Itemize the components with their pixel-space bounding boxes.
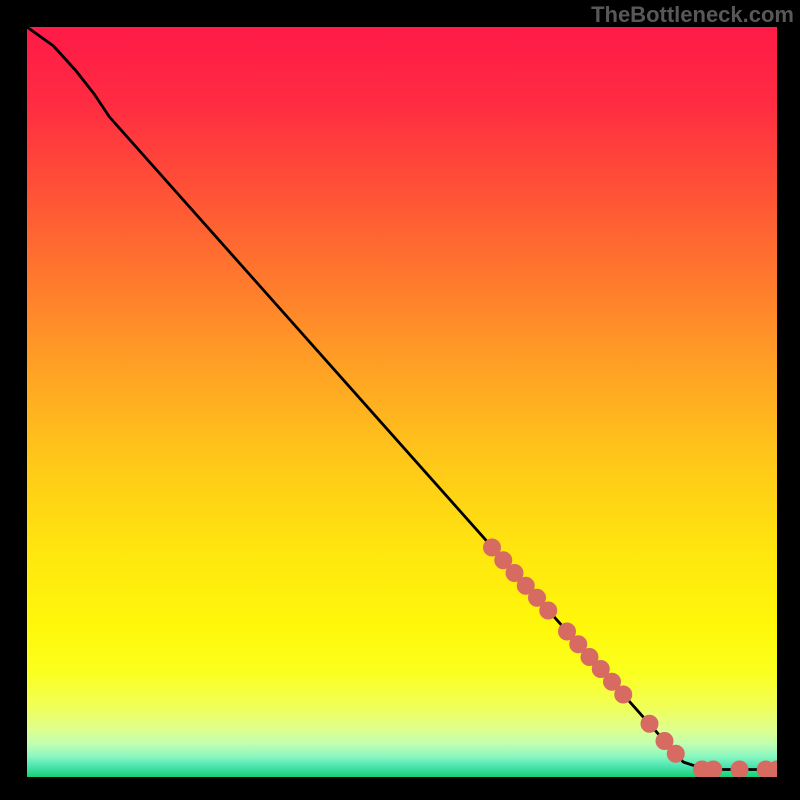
chart-frame: TheBottleneck.com — [0, 0, 800, 800]
gradient-background — [27, 27, 777, 777]
data-marker — [641, 715, 658, 732]
data-marker — [667, 745, 684, 762]
data-marker — [731, 761, 748, 777]
watermark-text: TheBottleneck.com — [591, 2, 794, 28]
data-marker — [540, 602, 557, 619]
plot-area — [27, 27, 777, 777]
data-marker — [705, 761, 722, 777]
data-marker — [615, 686, 632, 703]
chart-svg — [27, 27, 777, 777]
